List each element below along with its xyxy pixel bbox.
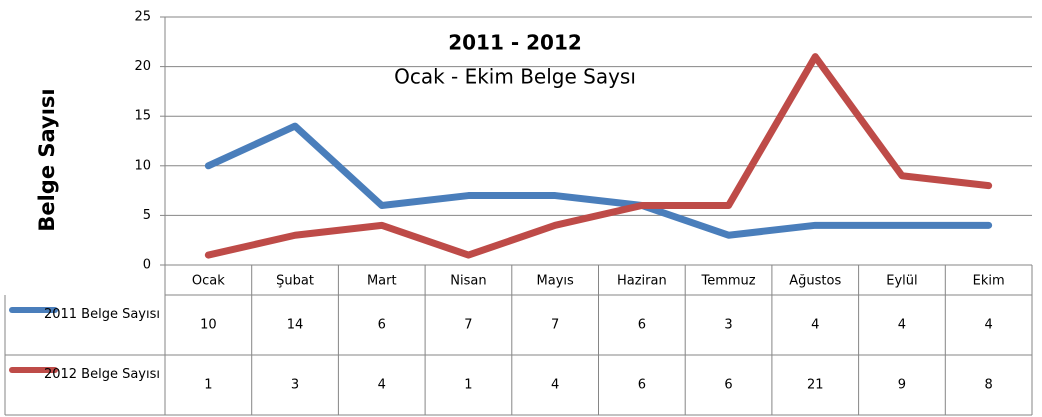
table-value: 7 [464, 318, 472, 333]
table-value: 6 [378, 318, 386, 333]
chart-subtitle: Ocak - Ekim Belge Saysı [394, 65, 636, 89]
legend-label: 2012 Belge Sayısı [43, 367, 160, 382]
x-tick-label: Ocak [192, 274, 225, 289]
x-tick-label: Mart [367, 274, 397, 289]
table-value: 1 [464, 378, 472, 393]
chart-title: 2011 - 2012 [448, 31, 582, 55]
y-tick-label: 10 [134, 158, 151, 173]
table-value: 4 [898, 318, 906, 333]
table-value: 9 [898, 378, 906, 393]
x-tick-label: Ağustos [789, 274, 841, 289]
y-tick-label: 0 [143, 258, 151, 273]
x-tick-label: Nisan [450, 274, 486, 289]
y-tick-label: 25 [134, 10, 151, 25]
table-value: 6 [638, 318, 646, 333]
table-value: 3 [724, 318, 732, 333]
table-value: 4 [551, 378, 559, 393]
table-value: 4 [985, 318, 993, 333]
table-value: 3 [291, 378, 299, 393]
x-tick-label: Mayıs [537, 274, 574, 289]
table-value: 4 [378, 378, 386, 393]
x-tick-label: Eylül [886, 274, 917, 289]
table-value: 1 [204, 378, 212, 393]
y-axis-label: Belge Sayısı [35, 88, 59, 231]
y-tick-label: 15 [134, 109, 151, 124]
x-tick-label: Ekim [973, 274, 1005, 289]
series-line [204, 53, 993, 259]
series-line [204, 122, 993, 239]
legend-label: 2011 Belge Sayısı [43, 307, 160, 322]
y-tick-label: 5 [143, 208, 151, 223]
table-value: 6 [724, 378, 732, 393]
y-tick-label: 20 [134, 59, 151, 74]
table-value: 4 [811, 318, 819, 333]
table-value: 8 [985, 378, 993, 393]
table-value: 7 [551, 318, 559, 333]
table-value: 14 [287, 318, 304, 333]
table-value: 10 [200, 318, 217, 333]
table-value: 6 [638, 378, 646, 393]
table-value: 21 [807, 378, 824, 393]
x-tick-label: Temmuz [700, 274, 755, 289]
x-tick-label: Şubat [276, 274, 314, 289]
x-tick-label: Haziran [617, 274, 667, 289]
